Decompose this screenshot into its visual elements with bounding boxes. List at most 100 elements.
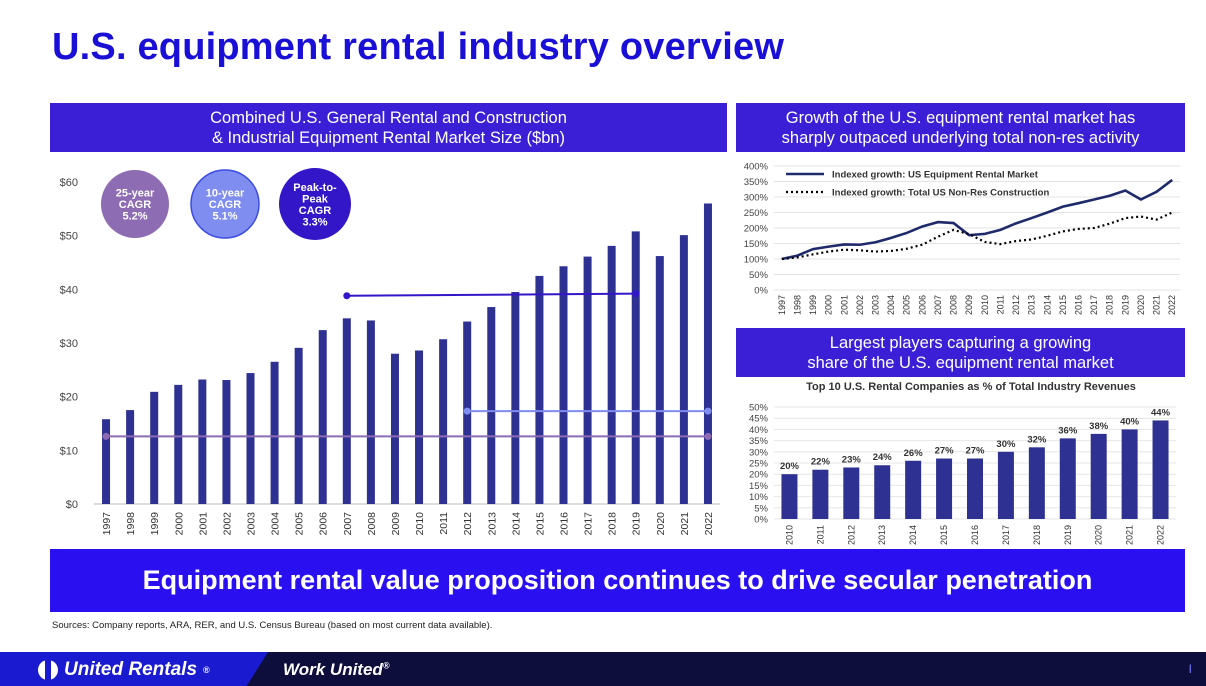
x-tick-label: 2017 xyxy=(583,512,595,536)
x-tick-label: 2013 xyxy=(1027,295,1037,315)
page-mark: I xyxy=(1188,662,1192,676)
x-tick-label: 2022 xyxy=(703,512,715,536)
bar-2015 xyxy=(936,458,953,519)
x-tick-label: 2017 xyxy=(1001,525,1011,545)
data-label: 30% xyxy=(996,439,1016,450)
united-rentals-logo-icon xyxy=(38,660,58,680)
x-tick-label: 1997 xyxy=(101,512,113,536)
x-tick-label: 2006 xyxy=(917,295,927,315)
x-tick-label: 2005 xyxy=(902,295,912,315)
x-tick-label: 2003 xyxy=(871,295,881,315)
x-tick-label: 2001 xyxy=(839,295,849,315)
bar-2012 xyxy=(843,467,860,519)
x-tick-label: 2015 xyxy=(1058,295,1068,315)
x-tick-label: 2011 xyxy=(438,512,450,535)
y-tick-label: 45% xyxy=(749,414,769,425)
y-tick-label: $40 xyxy=(60,284,78,296)
series-rental-market-line xyxy=(781,178,1173,261)
x-tick-label: 2021 xyxy=(679,512,691,536)
y-tick-label: 10% xyxy=(749,492,769,503)
x-tick-label: 2000 xyxy=(824,295,834,315)
bar-2022 xyxy=(703,203,712,504)
data-label: 44% xyxy=(1151,407,1171,418)
bar-2016 xyxy=(559,266,568,504)
y-tick-label: 50% xyxy=(749,270,769,281)
x-tick-label: 2018 xyxy=(607,512,619,536)
tagline: Work United® xyxy=(283,660,389,680)
brand-registered-mark: ® xyxy=(203,665,210,675)
x-tick-label: 2015 xyxy=(939,525,949,545)
bar-2018 xyxy=(607,245,616,504)
cagr-10yr-line-start-marker xyxy=(463,407,471,415)
bar-2014 xyxy=(511,292,520,504)
bar-2019 xyxy=(1059,438,1076,519)
bar-2021 xyxy=(679,235,688,504)
peak-to-peak-bubble xyxy=(279,168,351,240)
data-label: 36% xyxy=(1058,425,1078,436)
cagr-25yr-bubble xyxy=(101,170,169,238)
legend-label: Indexed growth: US Equipment Rental Mark… xyxy=(832,170,1039,181)
bar-1999 xyxy=(150,391,159,504)
bar-2005 xyxy=(294,347,303,504)
x-tick-label: 2003 xyxy=(246,512,258,536)
y-tick-label: $60 xyxy=(60,177,78,189)
market-size-bar-chart: $0 $10 $20 $30 $40 $50 $60 1997 1998 1999 2000 2001… xyxy=(60,168,720,536)
top10-share-bar-chart: Top 10 U.S. Rental Companies as % of Tot… xyxy=(749,381,1176,545)
top-right-panel-header: Growth of the U.S. equipment rental mark… xyxy=(736,103,1185,152)
bar-2017 xyxy=(583,256,592,504)
bar-2015 xyxy=(535,275,544,504)
peak-to-peak-line-end-marker xyxy=(632,290,640,298)
bottom-banner: Equipment rental value proposition conti… xyxy=(50,549,1185,612)
x-tick-label: 2014 xyxy=(510,512,522,536)
x-tick-label: 2004 xyxy=(270,512,282,536)
cagr-10yr-bubble-label: 10-year CAGR 5.1% xyxy=(206,188,245,223)
peak-to-peak-line-start-marker xyxy=(343,292,351,300)
bar-2007 xyxy=(342,318,351,504)
bar-1998 xyxy=(126,410,135,504)
bar-2020 xyxy=(1090,433,1107,519)
x-tick-label: 2021 xyxy=(1125,525,1135,545)
x-tick-label: 2007 xyxy=(933,295,943,315)
x-tick-label: 2020 xyxy=(655,512,667,536)
x-tick-label: 2015 xyxy=(534,512,546,536)
x-tick-label: 2010 xyxy=(980,295,990,315)
x-tick-label: 2016 xyxy=(559,512,571,536)
cagr-10yr-line-end-marker xyxy=(704,407,712,415)
y-tick-label: 150% xyxy=(744,239,769,250)
brand-name: United Rentals xyxy=(64,659,198,680)
x-tick-label: 2000 xyxy=(173,512,185,536)
bar-2018 xyxy=(1028,447,1045,519)
x-tick-label: 2012 xyxy=(846,525,856,545)
x-tick-label: 1998 xyxy=(125,512,137,536)
indexed-growth-line-chart: 0% 50% 100% 150% 200% 250% 300% 350% 400% 1997 199… xyxy=(744,162,1180,315)
page-title: U.S. equipment rental industry overview xyxy=(52,26,785,68)
x-tick-label: 2020 xyxy=(1094,525,1104,545)
x-tick-label: 2022 xyxy=(1167,295,1177,315)
bar-2011 xyxy=(812,469,829,519)
x-tick-label: 2016 xyxy=(970,525,980,545)
x-tick-label: 2019 xyxy=(1063,525,1073,545)
bar-2008 xyxy=(366,320,375,504)
bottom-right-panel-header-text: Largest players capturing a growing shar… xyxy=(807,333,1114,372)
brand-logo-wordmark: United Rentals ® xyxy=(38,659,210,681)
y-tick-label: 0% xyxy=(754,515,768,526)
x-tick-label: 2011 xyxy=(995,295,1005,314)
x-tick-label: 2020 xyxy=(1136,295,1146,315)
data-label: 27% xyxy=(935,446,955,457)
sources-note: Sources: Company reports, ARA, RER, and … xyxy=(52,620,493,631)
footer-bar: United Rentals ® Work United® I xyxy=(0,652,1206,686)
peak-to-peak-bubble-label: Peak-to-Peak CAGR 3.3% xyxy=(293,182,337,229)
y-tick-label: 100% xyxy=(744,255,769,266)
data-label: 40% xyxy=(1120,416,1140,427)
bar-2000 xyxy=(174,384,183,504)
cagr-25yr-line-start-marker xyxy=(102,432,110,440)
bar-2003 xyxy=(246,373,255,504)
data-label: 23% xyxy=(842,454,862,465)
data-label: 26% xyxy=(904,448,924,459)
bar-2022 xyxy=(1152,420,1169,519)
x-tick-label: 2017 xyxy=(1089,295,1099,315)
y-tick-label: 400% xyxy=(744,162,769,173)
data-label: 27% xyxy=(965,446,985,457)
left-panel-header-text: Combined U.S. General Rental and Constru… xyxy=(210,108,567,147)
x-tick-label: 2004 xyxy=(886,295,896,315)
